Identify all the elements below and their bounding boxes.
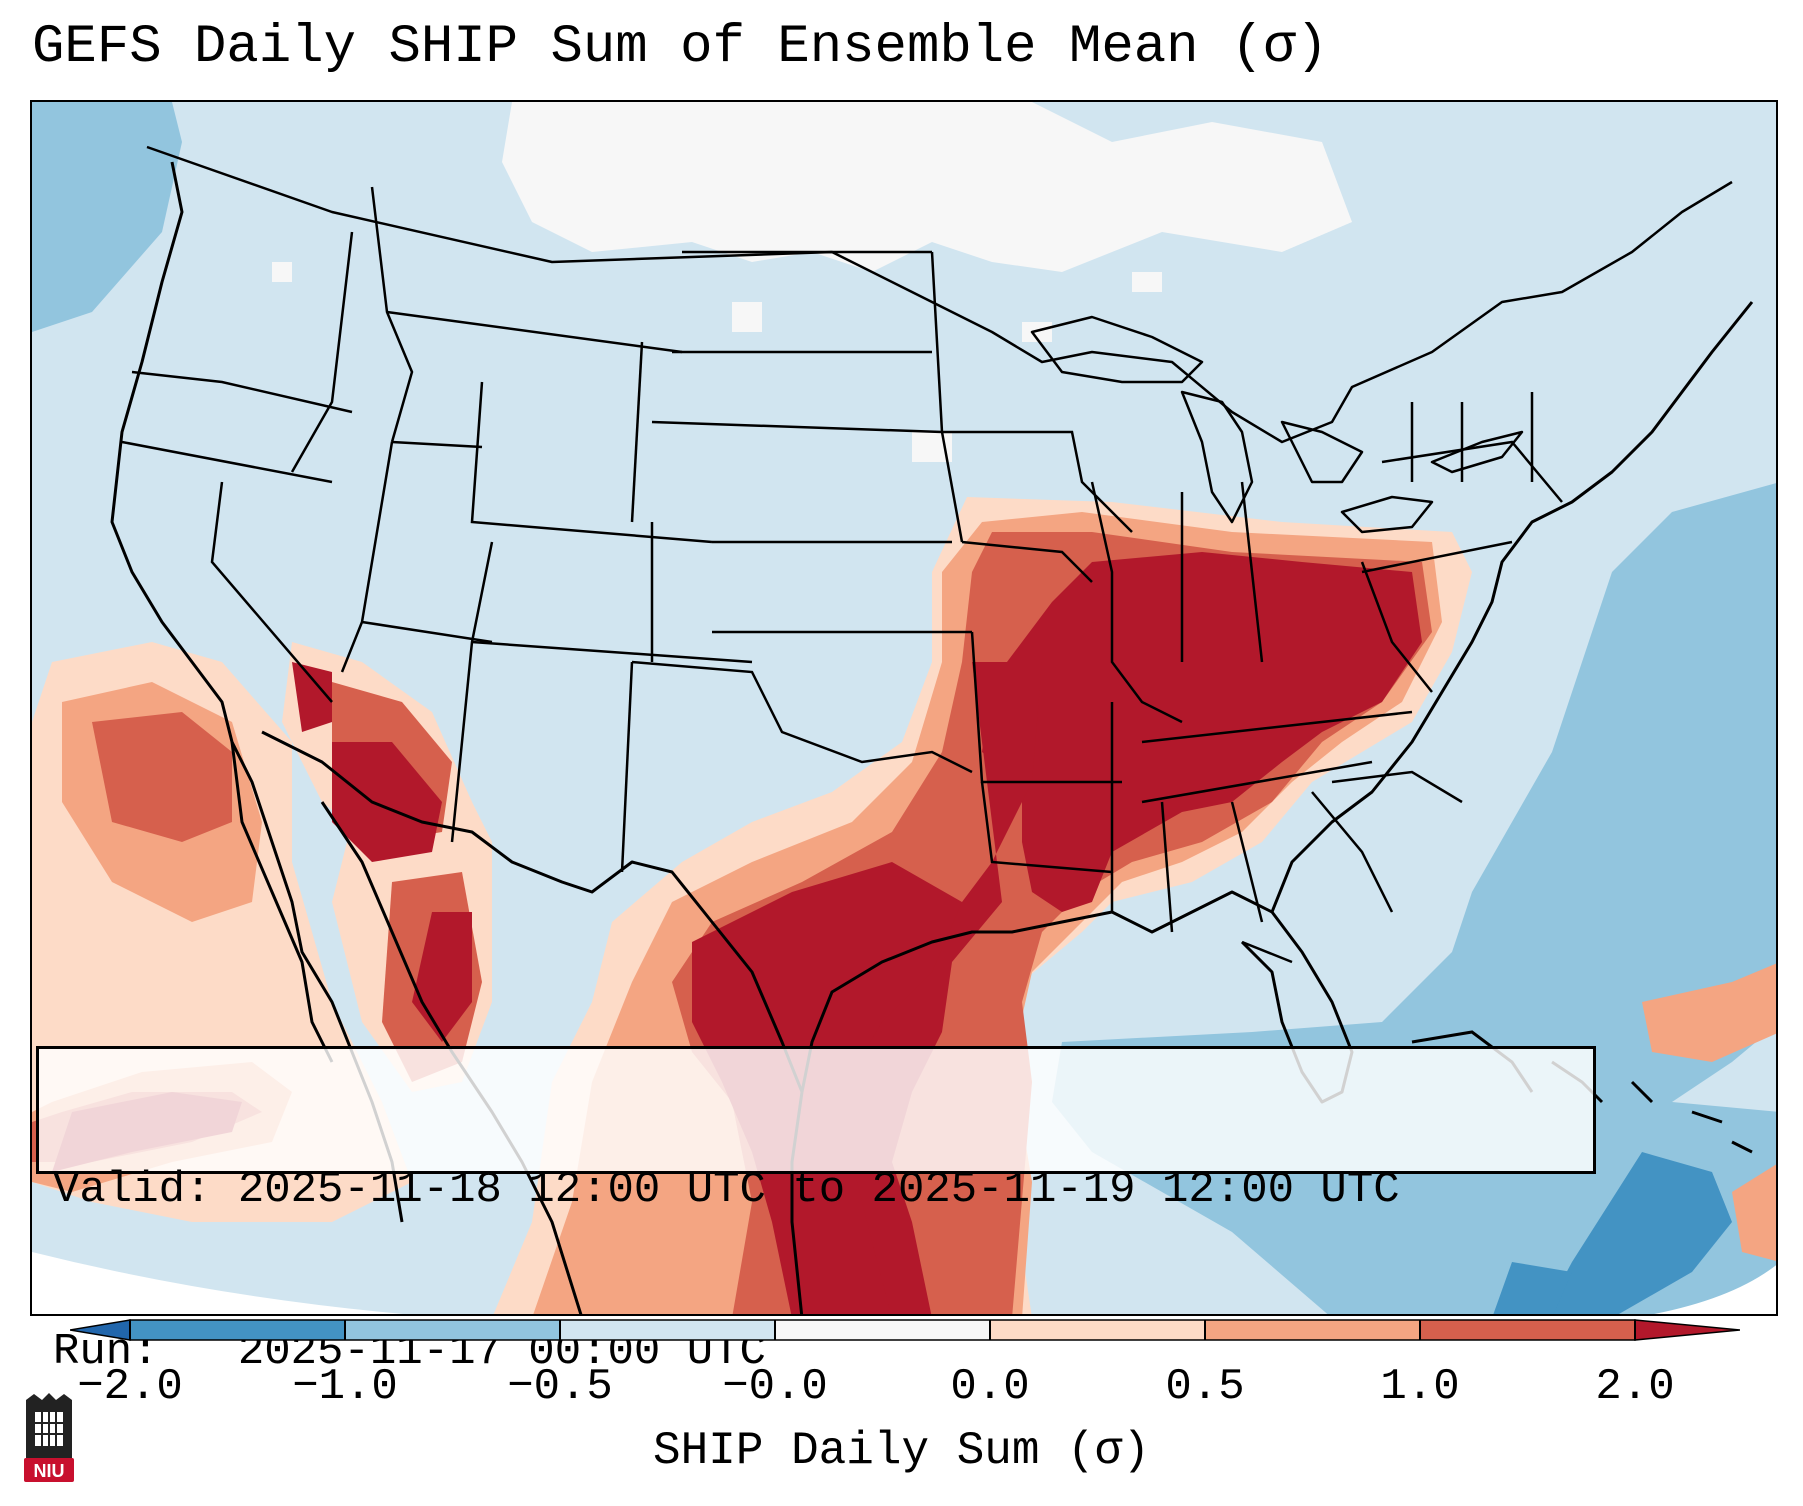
colorbar-bin — [1205, 1320, 1420, 1340]
colorbar-tick-label: −0.0 — [722, 1362, 828, 1412]
colorbar-bin — [560, 1320, 775, 1340]
valid-run-info-box: Valid: 2025-11-18 12:00 UTC to 2025-11-1… — [36, 1046, 1596, 1377]
colorbar-bin — [345, 1320, 560, 1340]
colorbar-bin — [1420, 1320, 1635, 1340]
valid-row: Valid: 2025-11-18 12:00 UTC to 2025-11-1… — [53, 1163, 1579, 1217]
colorbar-tick-label: 1.0 — [1380, 1362, 1460, 1412]
colorbar-tick-label: 2.0 — [1595, 1362, 1675, 1412]
colorbar-tick-label: 0.0 — [950, 1362, 1030, 1412]
colorbar-high-extension — [1634, 1319, 1740, 1341]
colorbar-label: SHIP Daily Sum (σ) — [653, 1425, 1150, 1477]
svg-text:NIU: NIU — [34, 1461, 65, 1481]
valid-label: Valid: — [53, 1165, 212, 1215]
state-borders — [121, 186, 1563, 964]
chart-title: GEFS Daily SHIP Sum of Ensemble Mean (σ) — [32, 17, 1329, 78]
colorbar-tick-label: −2.0 — [77, 1362, 183, 1412]
colorbar-tick-label: 0.5 — [1165, 1362, 1245, 1412]
colorbar-tick-label: −0.5 — [507, 1362, 613, 1412]
colorbar-low-extension — [70, 1319, 131, 1341]
colorbar — [70, 1319, 1740, 1341]
valid-time: 2025-11-18 12:00 UTC to 2025-11-19 12:00… — [237, 1165, 1400, 1215]
colorbar-bin — [130, 1320, 345, 1340]
colorbar-tick-label: −1.0 — [292, 1362, 398, 1412]
colorbar-bin — [990, 1320, 1205, 1340]
niu-logo-icon: NIU — [24, 1393, 74, 1482]
colorbar-ticks — [129, 1320, 1636, 1340]
projection-edge-east — [1654, 1265, 1776, 1314]
colorbar-bin — [775, 1320, 990, 1340]
projection-edge — [32, 1252, 404, 1314]
